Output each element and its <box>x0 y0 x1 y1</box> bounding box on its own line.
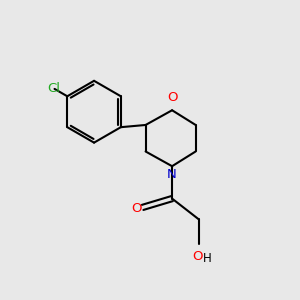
Text: O: O <box>167 91 177 104</box>
Text: H: H <box>203 253 212 266</box>
Text: O: O <box>131 202 141 215</box>
Text: Cl: Cl <box>47 82 60 95</box>
Text: N: N <box>167 168 177 181</box>
Text: O: O <box>192 250 202 263</box>
